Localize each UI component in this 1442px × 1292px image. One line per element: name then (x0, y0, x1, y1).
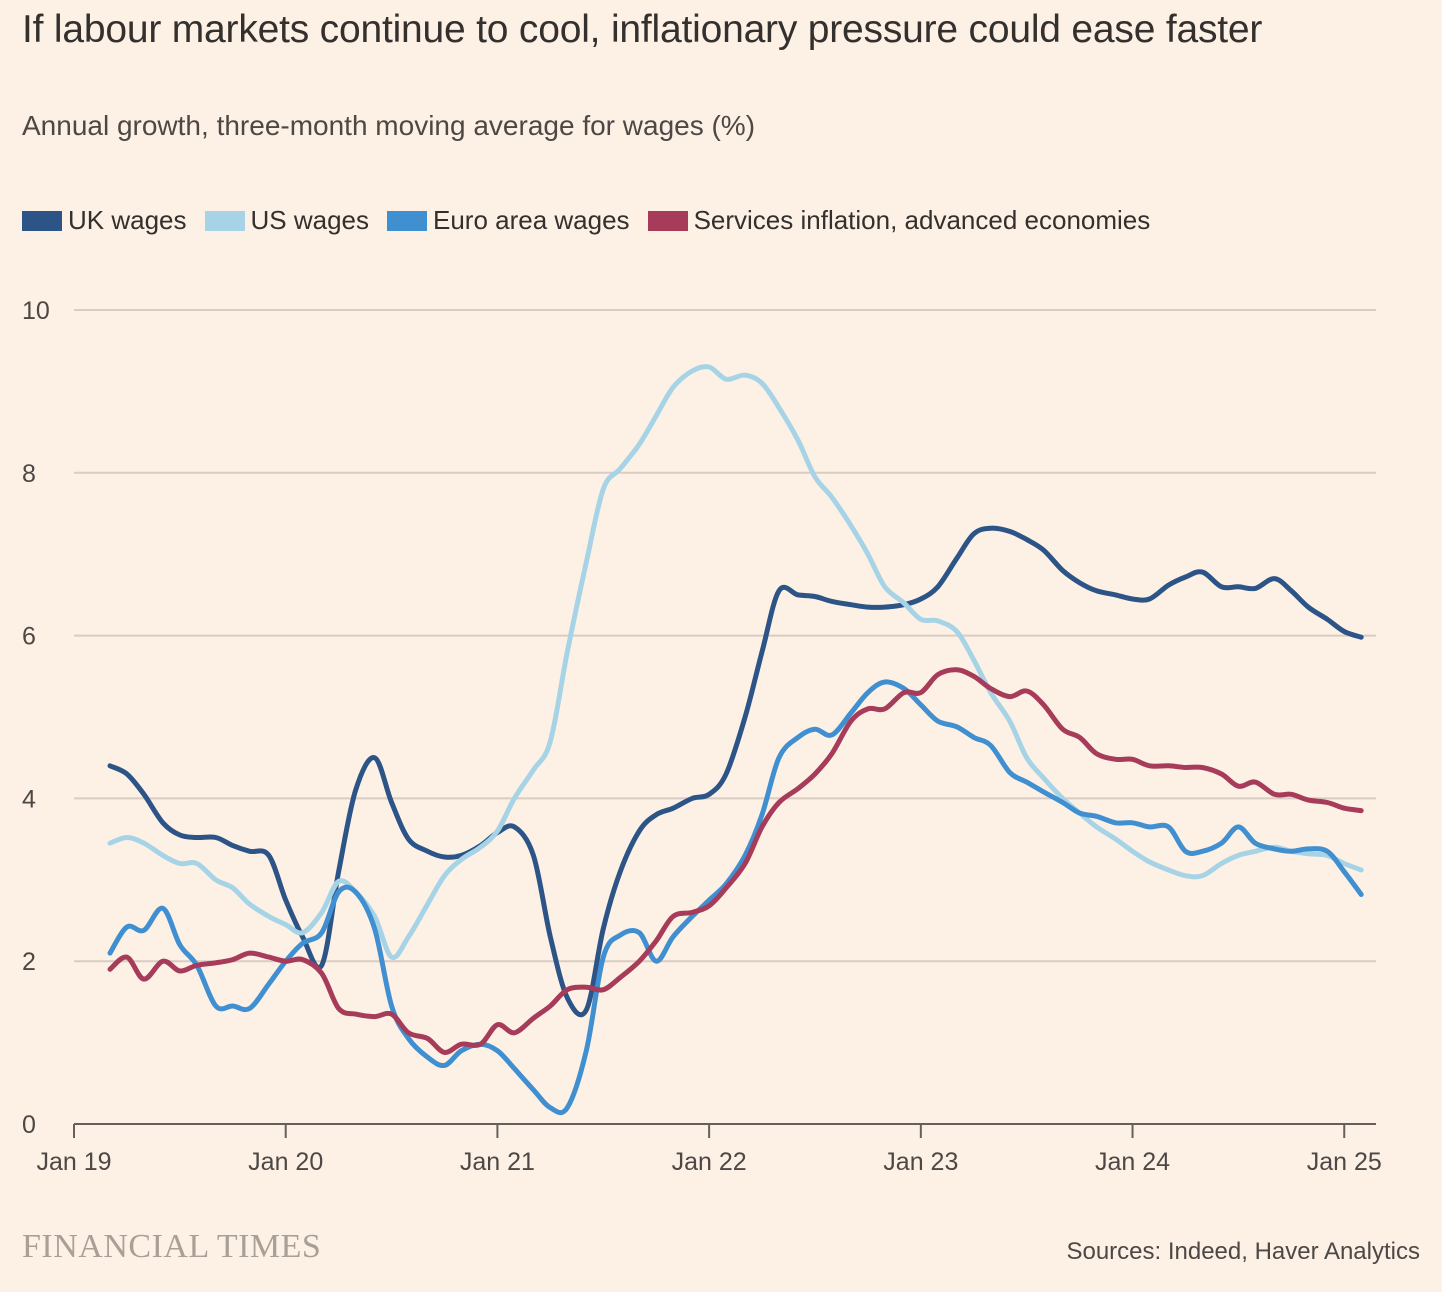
chart-title: If labour markets continue to cool, infl… (22, 8, 1263, 51)
series-line-uk-wages (107, 525, 1364, 1018)
series-line-services-inflation (107, 667, 1364, 1055)
y-tick-label: 6 (22, 623, 36, 651)
legend-swatch-euro-wages (387, 210, 427, 231)
legend-label-uk-wages: UK wages (68, 205, 187, 235)
axis-layer: 0 2 4 6 8 10 Jan 19 Jan 20 Jan 21 Jan 22 Jan 23 Jan… (22, 297, 1382, 1176)
chart-subtitle: Annual growth, three-month moving averag… (22, 110, 756, 141)
y-tick-label: 4 (22, 785, 36, 813)
legend-item-us-wages: US wages (204, 205, 370, 236)
legend-label-services-inflation: Services inflation, advanced economies (693, 205, 1151, 235)
series-line-us-wages (107, 364, 1364, 961)
x-tick-label: Jan 21 (460, 1148, 535, 1176)
legend-label-euro-wages: Euro area wages (433, 205, 630, 235)
x-tick-label: Jan 24 (1095, 1148, 1170, 1176)
x-tick-label: Jan 23 (883, 1148, 958, 1176)
legend-item-uk-wages: UK wages (22, 205, 187, 236)
grid-layer (74, 309, 1376, 963)
x-tick-label: Jan 25 (1307, 1148, 1382, 1176)
line-chart: 0 2 4 6 8 10 Jan 19 Jan 20 Jan 21 Jan 22 Jan 23 Jan… (22, 297, 1382, 1176)
y-tick-label: 2 (22, 948, 36, 976)
source-note: Sources: Indeed, Haver Analytics (1066, 1238, 1420, 1265)
y-tick-label: 0 (22, 1111, 36, 1139)
legend-item-euro-wages: Euro area wages (387, 205, 630, 236)
legend-item-services-inflation: Services inflation, advanced economies (647, 205, 1151, 236)
series-layer (107, 364, 1364, 1116)
legend-swatch-us-wages (204, 210, 245, 231)
ft-logo: FINANCIAL TIMES (22, 1228, 322, 1265)
legend-swatch-services-inflation (647, 210, 688, 231)
series-line-euro-wages (107, 679, 1364, 1116)
y-tick-label: 10 (22, 297, 50, 325)
x-tick-label: Jan 19 (36, 1148, 111, 1176)
y-tick-label: 8 (22, 460, 36, 488)
legend-swatch-uk-wages (22, 210, 62, 231)
x-tick-label: Jan 20 (248, 1148, 323, 1176)
x-tick-label: Jan 22 (672, 1148, 747, 1176)
legend: UK wages US wages Euro area wages Servic… (22, 205, 1168, 236)
legend-label-us-wages: US wages (250, 205, 370, 235)
